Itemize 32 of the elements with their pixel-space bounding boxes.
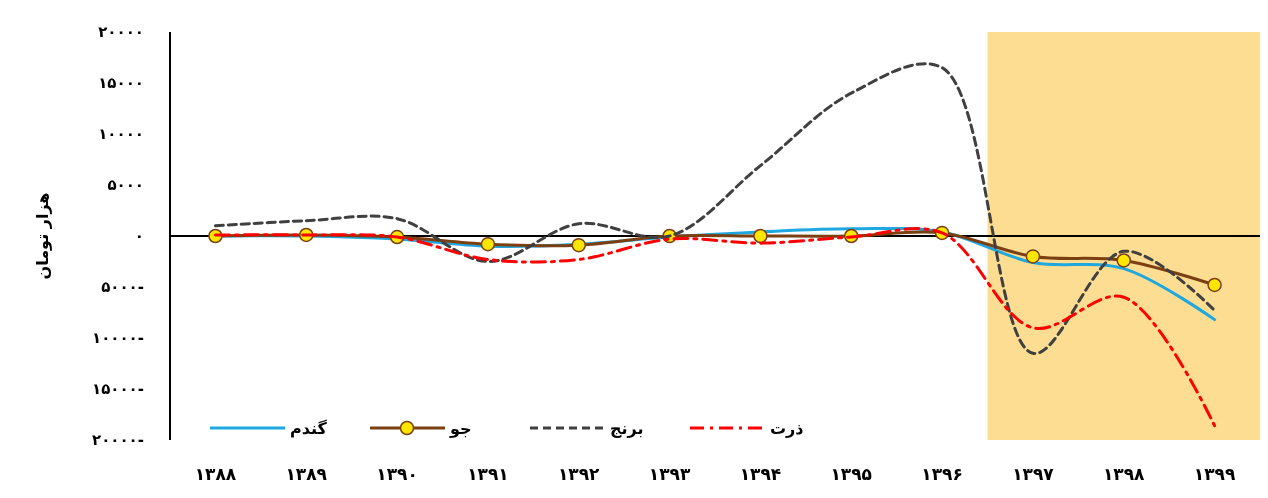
legend-label: گندم [290, 418, 328, 438]
x-tick-label: ۱۳۸۸ [194, 464, 237, 484]
x-tick-label: ۱۳۹۴ [739, 464, 782, 484]
legend-label: برنج [610, 418, 644, 438]
point [1207, 277, 1222, 293]
x-tick-label: ۱۳۹۸ [1102, 464, 1146, 484]
y-tick-label: ۰ [134, 227, 144, 246]
x-tick-label: ۱۳۹۹ [1193, 464, 1236, 484]
y-tick-label: ۱۰۰۰۰- [91, 329, 144, 348]
legend-label: ذرت [770, 418, 804, 438]
legend-label: جو [449, 418, 472, 438]
y-tick-label: ۵۰۰۰ [107, 176, 144, 195]
x-tick-label: ۱۳۸۹ [285, 464, 328, 484]
x-tick-label: ۱۳۹۲ [557, 464, 601, 484]
x-tick-label: ۱۳۹۷ [1012, 464, 1055, 484]
x-tick-label: ۱۳۹۵ [830, 464, 873, 484]
point [1116, 253, 1131, 268]
x-tick-label: ۱۳۹۶ [921, 464, 963, 484]
y-axis-title: هزار تومان [33, 192, 52, 280]
y-tick-label: ۲۰۰۰۰- [91, 431, 144, 450]
x-tick-label: ۱۳۹۱ [467, 464, 509, 484]
y-tick-label: ۱۰۰۰۰ [98, 125, 144, 144]
y-tick-label: ۱۵۰۰۰- [91, 380, 144, 399]
point [571, 237, 586, 253]
y-tick-label: ۱۵۰۰۰ [98, 74, 144, 93]
x-tick-label: ۱۳۹۳ [648, 464, 691, 484]
point [480, 236, 496, 252]
y-tick-label: ۵۰۰۰- [101, 278, 144, 297]
y-tick-label: ۲۰۰۰۰ [98, 23, 144, 42]
x-tick-label: ۱۳۹۰ [376, 464, 418, 484]
point [1025, 249, 1041, 264]
point [753, 228, 768, 244]
